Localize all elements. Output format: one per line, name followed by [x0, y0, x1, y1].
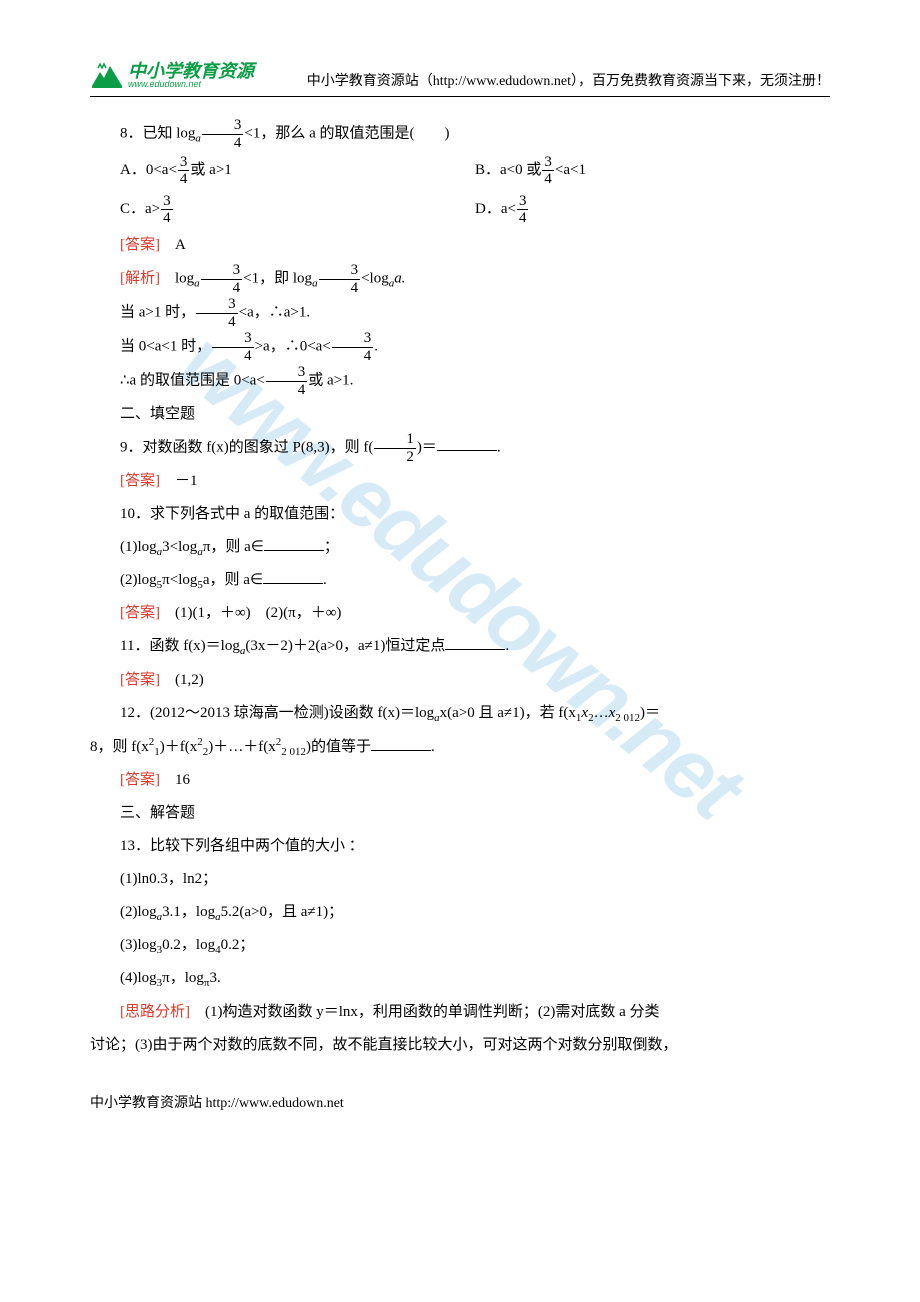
q8-choice-d: D．a<34	[475, 190, 830, 229]
q9-stem: 9．对数函数 f(x)的图象过 P(8,3)，则 f(12)＝.	[90, 431, 830, 465]
logo-icon	[90, 60, 124, 90]
q9-answer: [答案] －1	[90, 465, 830, 498]
q8-analysis-1: [解析] loga34<1，即 loga34<logaa.	[90, 262, 830, 296]
q8-analysis-3: 当 0<a<1 时，34>a，∴0<a<34.	[90, 330, 830, 364]
q11-answer: [答案] (1,2)	[90, 664, 830, 697]
q10-part1: (1)loga3<logaπ，则 a∈；	[90, 531, 830, 564]
page-header: 中小学教育资源 www.edudown.net 中小学教育资源站（http://…	[90, 60, 830, 90]
q13-hint-line1: [思路分析] (1)构造对数函数 y＝lnx，利用函数的单调性判断；(2)需对底…	[90, 996, 830, 1029]
logo-text-url: www.edudown.net	[128, 80, 254, 89]
q12-answer: [答案] 16	[90, 764, 830, 797]
site-logo: 中小学教育资源 www.edudown.net	[90, 60, 254, 90]
section-2-heading: 二、填空题	[90, 398, 830, 431]
q8-choice-a: A．0<a<34或 a>1	[120, 151, 475, 190]
q12-stem-line2: 8，则 f(x21)＋f(x22)＋…＋f(x22 012)的值等于.	[90, 730, 830, 764]
q13-part3: (3)log30.2，log40.2；	[90, 929, 830, 962]
q10-part2: (2)log5π<log5a，则 a∈.	[90, 564, 830, 597]
q12-stem-line1: 12．(2012～2013 琼海高一检测)设函数 f(x)＝logax(a>0 …	[90, 697, 830, 730]
q11-stem: 11．函数 f(x)＝loga(3x－2)＋2(a>0，a≠1)恒过定点.	[90, 630, 830, 663]
q8-analysis-2: 当 a>1 时，34<a，∴a>1.	[90, 296, 830, 330]
q10-answer: [答案] (1)(1，＋∞) (2)(π，＋∞)	[90, 597, 830, 630]
q13-part2: (2)loga3.1，loga5.2(a>0，且 a≠1)；	[90, 896, 830, 929]
page-footer: 中小学教育资源站 http://www.edudown.net	[90, 1092, 830, 1112]
q13-hint-line2: 讨论；(3)由于两个对数的底数不同，故不能直接比较大小，可对这两个对数分别取倒数…	[90, 1029, 830, 1062]
q8-stem: 8．已知 loga34<1，那么 a 的取值范围是( )	[90, 117, 830, 151]
q8-choice-c: C．a>34	[120, 190, 475, 229]
header-divider	[90, 96, 830, 97]
section-3-heading: 三、解答题	[90, 797, 830, 830]
q10-stem: 10．求下列各式中 a 的取值范围：	[90, 498, 830, 531]
header-tagline: 中小学教育资源站（http://www.edudown.net），百万免费教育资…	[262, 70, 830, 90]
q8-answer: [答案] A	[90, 229, 830, 262]
q8-choices: A．0<a<34或 a>1 B．a<0 或34<a<1 C．a>34 D．a<3…	[90, 151, 830, 229]
logo-text-cn: 中小学教育资源	[128, 62, 254, 80]
q8-choice-b: B．a<0 或34<a<1	[475, 151, 830, 190]
q13-part4: (4)log3π，logπ3.	[90, 962, 830, 995]
q8-analysis-4: ∴a 的取值范围是 0<a<34或 a>1.	[90, 364, 830, 398]
q13-part1: (1)ln0.3，ln2；	[90, 863, 830, 896]
document-body: 8．已知 loga34<1，那么 a 的取值范围是( ) A．0<a<34或 a…	[90, 117, 830, 1062]
q13-stem: 13．比较下列各组中两个值的大小 ：	[90, 830, 830, 863]
